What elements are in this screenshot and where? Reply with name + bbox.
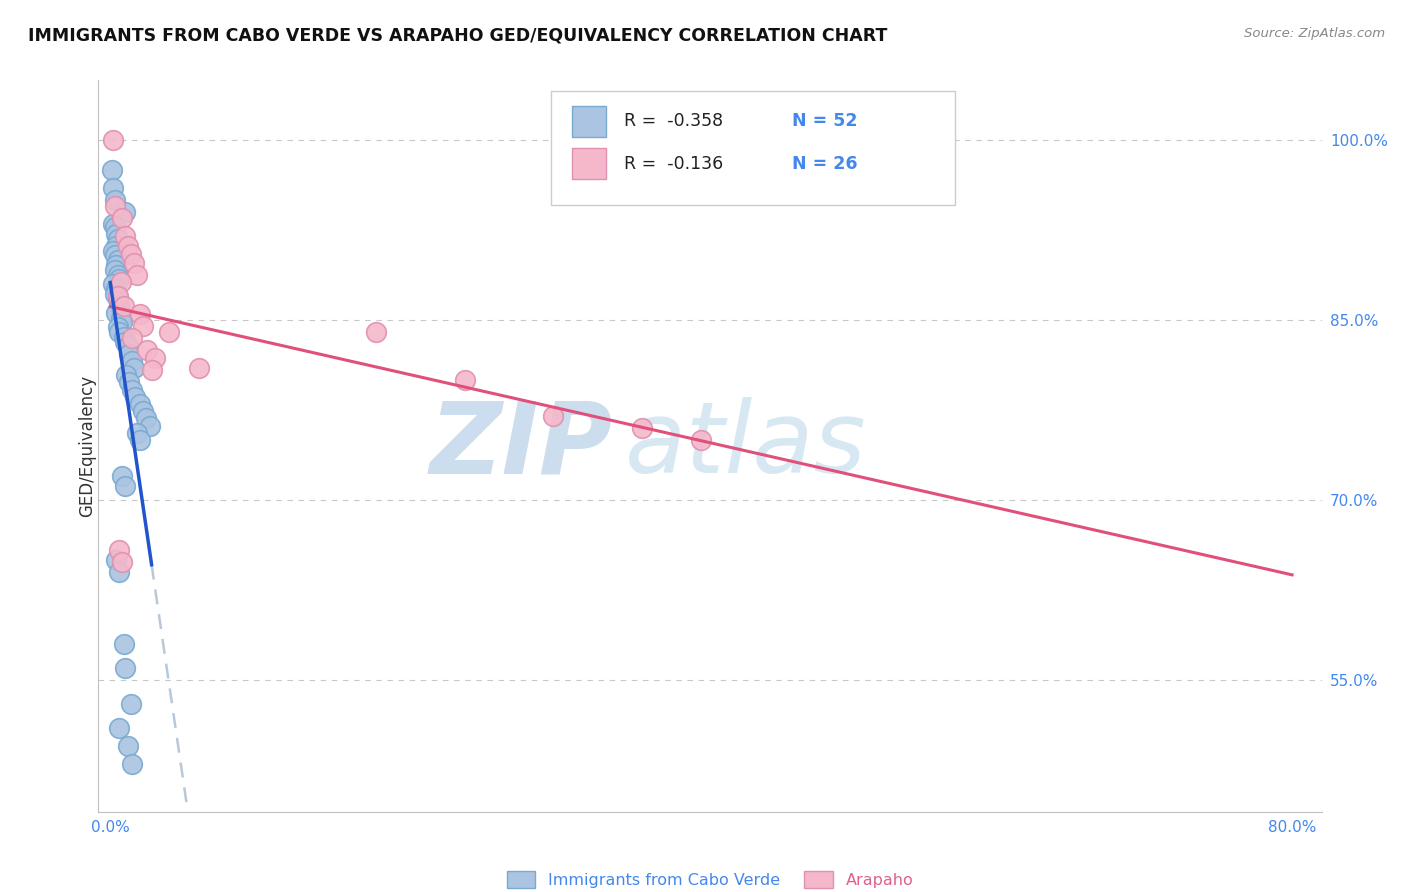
Text: N = 52: N = 52 xyxy=(792,112,858,130)
Point xyxy=(107,289,129,303)
Text: Source: ZipAtlas.com: Source: ZipAtlas.com xyxy=(1244,27,1385,40)
Point xyxy=(104,248,127,262)
Point xyxy=(631,421,654,435)
Point xyxy=(105,306,128,320)
Point xyxy=(111,469,134,483)
Text: atlas: atlas xyxy=(624,398,866,494)
Text: N = 26: N = 26 xyxy=(792,154,858,173)
Point xyxy=(112,637,135,651)
FancyBboxPatch shape xyxy=(551,91,955,204)
Legend: Immigrants from Cabo Verde, Arapaho: Immigrants from Cabo Verde, Arapaho xyxy=(506,871,914,888)
Point xyxy=(105,553,128,567)
Point xyxy=(690,433,713,447)
Point xyxy=(128,397,150,411)
Point xyxy=(114,478,136,492)
Point xyxy=(141,363,163,377)
Point xyxy=(117,239,139,253)
Point xyxy=(112,299,135,313)
Point xyxy=(117,739,139,753)
Text: ZIP: ZIP xyxy=(429,398,612,494)
Point xyxy=(100,163,122,178)
Point xyxy=(111,211,134,226)
Point xyxy=(139,418,162,433)
Point xyxy=(103,277,125,292)
Point xyxy=(132,404,155,418)
Text: IMMIGRANTS FROM CABO VERDE VS ARAPAHO GED/EQUIVALENCY CORRELATION CHART: IMMIGRANTS FROM CABO VERDE VS ARAPAHO GE… xyxy=(28,27,887,45)
Point xyxy=(104,286,127,301)
Point xyxy=(107,268,129,282)
Point xyxy=(128,433,150,447)
Point xyxy=(187,361,209,376)
Point xyxy=(114,205,136,219)
Point xyxy=(104,219,127,234)
Point xyxy=(157,325,180,339)
Point xyxy=(124,390,146,404)
Point xyxy=(107,292,129,306)
Point xyxy=(107,320,129,334)
Point xyxy=(103,217,125,231)
Point xyxy=(136,343,159,357)
Point xyxy=(121,383,143,397)
Point xyxy=(121,756,143,771)
Point xyxy=(117,339,139,353)
Point xyxy=(105,227,128,241)
Point xyxy=(105,258,128,272)
Point xyxy=(108,325,131,339)
Point xyxy=(128,307,150,321)
Point xyxy=(105,239,128,253)
Point xyxy=(115,368,138,383)
FancyBboxPatch shape xyxy=(572,148,606,179)
Point xyxy=(112,330,135,344)
Point xyxy=(543,409,565,423)
Point xyxy=(108,272,131,286)
Point xyxy=(111,555,134,569)
Point xyxy=(114,661,136,675)
Point xyxy=(111,316,134,330)
Point xyxy=(108,299,131,313)
Point xyxy=(107,231,129,245)
Point xyxy=(104,199,127,213)
Point xyxy=(125,425,148,440)
Point xyxy=(103,244,125,258)
Point xyxy=(103,133,125,147)
Point xyxy=(118,376,141,390)
Point xyxy=(108,565,131,579)
Point xyxy=(118,346,141,360)
Point xyxy=(122,255,145,269)
Point xyxy=(121,354,143,368)
Point xyxy=(120,247,142,261)
Text: R =  -0.358: R = -0.358 xyxy=(624,112,724,130)
Point xyxy=(104,193,127,207)
Point xyxy=(110,310,132,325)
Point xyxy=(121,331,143,345)
Y-axis label: GED/Equivalency: GED/Equivalency xyxy=(79,375,96,517)
Point xyxy=(110,275,132,289)
Point xyxy=(122,361,145,376)
Point xyxy=(108,721,131,735)
Point xyxy=(114,334,136,349)
Point xyxy=(105,282,128,296)
Point xyxy=(125,268,148,282)
Point xyxy=(454,373,477,387)
Point xyxy=(120,697,142,711)
Point xyxy=(143,351,166,366)
Point xyxy=(135,411,157,425)
Point xyxy=(366,325,388,339)
Point xyxy=(108,543,131,558)
Point xyxy=(104,262,127,277)
Point xyxy=(114,229,136,244)
Point xyxy=(107,253,129,268)
FancyBboxPatch shape xyxy=(572,106,606,136)
Point xyxy=(132,319,155,334)
Text: R =  -0.136: R = -0.136 xyxy=(624,154,724,173)
Point xyxy=(103,181,125,195)
